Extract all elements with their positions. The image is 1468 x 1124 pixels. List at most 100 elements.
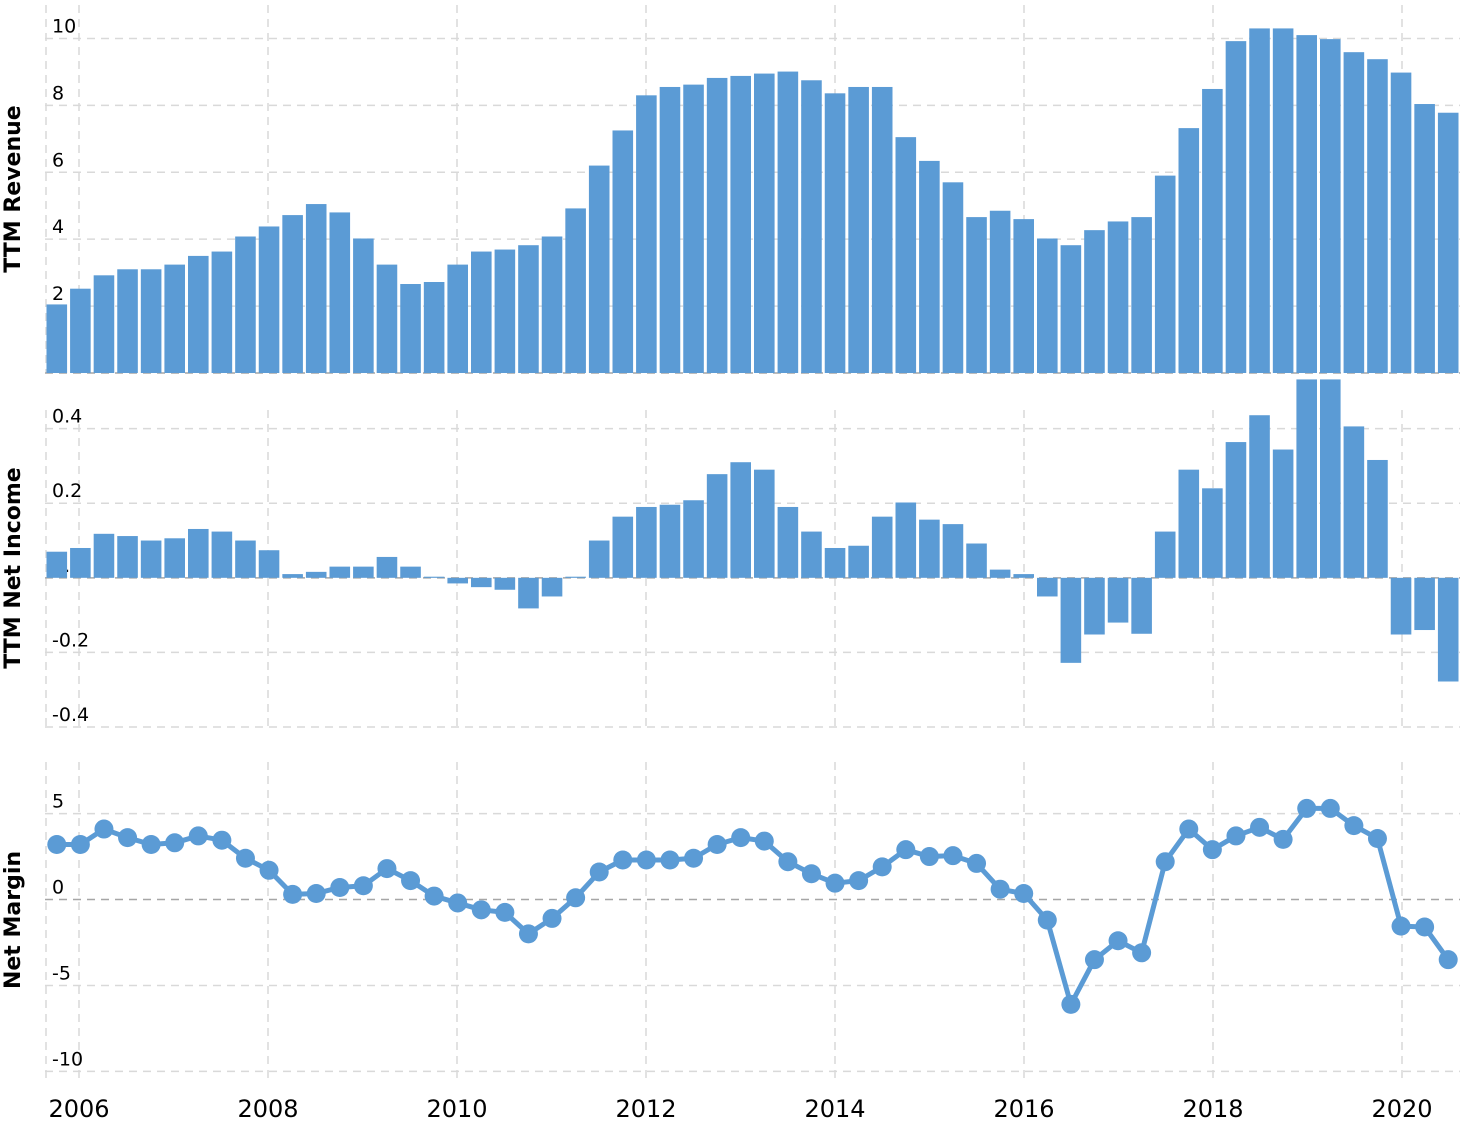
bar xyxy=(400,284,421,373)
data-point xyxy=(990,879,1010,899)
y-axis-title: TTM Net Income xyxy=(1,467,26,668)
bar xyxy=(1320,379,1341,578)
bar xyxy=(659,86,681,374)
bar xyxy=(70,547,91,578)
bar xyxy=(376,556,398,578)
data-point xyxy=(70,835,90,855)
bar xyxy=(1367,459,1388,578)
bar xyxy=(46,551,68,578)
data-point xyxy=(778,852,798,872)
bar xyxy=(777,506,799,578)
bar xyxy=(754,469,775,578)
bar xyxy=(1131,577,1152,634)
y-tick-label: -5 xyxy=(52,962,71,984)
bar xyxy=(305,204,327,373)
data-point xyxy=(94,819,114,839)
bar xyxy=(1367,59,1388,374)
bar xyxy=(848,86,869,374)
bar xyxy=(588,165,610,373)
x-tick-label: 2010 xyxy=(426,1095,487,1123)
x-tick-label: 2016 xyxy=(993,1095,1054,1123)
bar xyxy=(801,531,822,578)
data-point xyxy=(589,862,609,882)
bar xyxy=(1296,379,1317,578)
bar xyxy=(1202,488,1223,578)
bar xyxy=(1202,88,1223,373)
data-point xyxy=(1438,950,1458,970)
bar xyxy=(1037,577,1058,597)
bar xyxy=(93,275,115,373)
net-margin-panel: -10 -5 0 5 Net Margin xyxy=(1,762,1460,1080)
data-point xyxy=(1391,916,1411,936)
bar xyxy=(989,210,1011,373)
bar xyxy=(188,255,209,373)
bar xyxy=(1107,577,1129,623)
bar xyxy=(919,519,940,578)
bar xyxy=(258,226,280,373)
data-point xyxy=(1037,910,1057,930)
bar xyxy=(565,208,586,373)
net-income-panel: -0.4-0.20.00.20.4 TTM Net Income xyxy=(1,379,1460,728)
y-tick-label: -10 xyxy=(52,1048,83,1070)
bar xyxy=(1178,469,1200,578)
bar xyxy=(211,251,233,373)
bar xyxy=(1084,577,1105,635)
bar xyxy=(730,75,751,373)
data-point xyxy=(1132,943,1152,963)
bar xyxy=(1060,245,1082,373)
bar xyxy=(211,531,233,578)
data-point xyxy=(283,884,303,904)
bar xyxy=(919,160,940,373)
bar xyxy=(235,236,256,373)
data-point xyxy=(518,924,538,944)
bar xyxy=(1131,217,1152,373)
data-point xyxy=(1250,817,1270,837)
data-point xyxy=(141,835,161,855)
data-point xyxy=(259,860,279,880)
bar xyxy=(423,576,445,578)
bar xyxy=(518,577,539,609)
data-point xyxy=(849,871,869,891)
bar xyxy=(282,215,303,373)
bar xyxy=(1390,72,1412,373)
bar xyxy=(966,543,987,578)
bar xyxy=(164,264,185,373)
data-point xyxy=(424,886,444,906)
y-tick-label: -0.4 xyxy=(52,704,89,726)
data-point xyxy=(118,828,138,848)
data-point xyxy=(1273,829,1293,849)
data-series xyxy=(47,798,1458,1014)
bar xyxy=(235,540,256,578)
y-tick-label: 4 xyxy=(52,216,64,238)
y-axis: -0.4-0.20.00.20.4 xyxy=(45,406,1460,728)
y-tick-label: 8 xyxy=(52,82,64,104)
bar xyxy=(942,182,964,373)
data-series xyxy=(46,28,1459,374)
bar xyxy=(93,533,115,578)
y-axis: -10 -5 0 5 xyxy=(45,791,1460,1073)
data-point xyxy=(731,828,751,848)
bar xyxy=(447,264,468,373)
bar xyxy=(871,516,893,578)
y-axis-title: Net Margin xyxy=(1,851,26,989)
data-point xyxy=(707,835,727,855)
bar xyxy=(612,516,634,578)
bar xyxy=(989,569,1011,578)
bar xyxy=(1249,28,1270,373)
bar xyxy=(1343,426,1365,578)
bar xyxy=(706,77,728,373)
bar xyxy=(1272,449,1294,578)
data-point xyxy=(825,873,845,893)
bar xyxy=(1296,35,1317,373)
bar xyxy=(188,528,209,578)
data-point xyxy=(1367,828,1387,848)
bar xyxy=(353,238,374,373)
bar xyxy=(1414,577,1435,631)
bar xyxy=(801,80,822,373)
data-point xyxy=(566,888,586,908)
bar xyxy=(518,245,539,373)
data-point xyxy=(967,853,987,873)
bar xyxy=(895,137,917,373)
data-point xyxy=(636,850,656,870)
bar xyxy=(46,304,68,373)
